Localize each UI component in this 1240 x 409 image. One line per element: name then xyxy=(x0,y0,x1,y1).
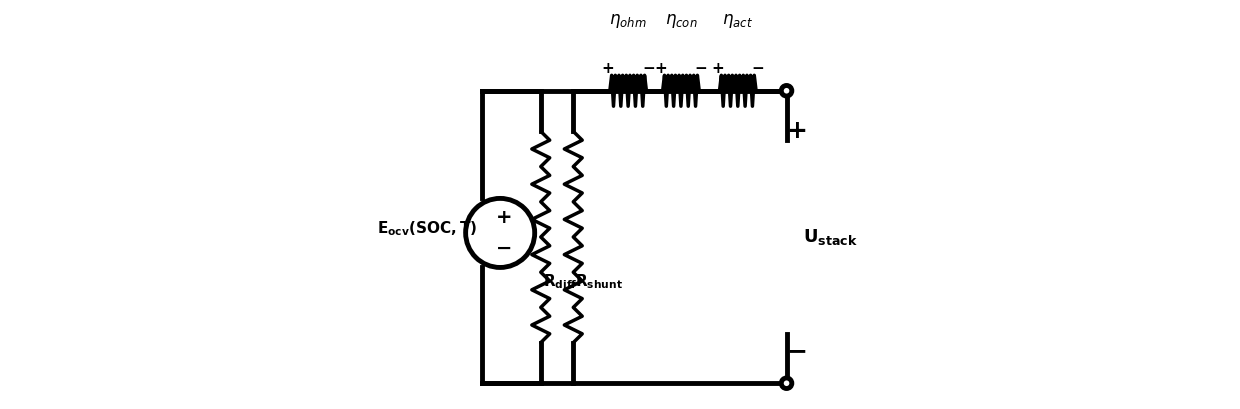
Text: +: + xyxy=(655,61,667,76)
Text: $\mathbf{E_{ocv}(SOC,T)}$: $\mathbf{E_{ocv}(SOC,T)}$ xyxy=(377,220,477,238)
Text: +: + xyxy=(601,61,614,76)
Text: $\mathbf{R_{diff}}$: $\mathbf{R_{diff}}$ xyxy=(543,272,578,291)
Circle shape xyxy=(781,378,792,389)
Text: $\boldsymbol{\eta_{con}}$: $\boldsymbol{\eta_{con}}$ xyxy=(665,12,697,30)
Text: −: − xyxy=(786,339,807,363)
Text: −: − xyxy=(496,239,512,258)
Text: +: + xyxy=(711,61,724,76)
Text: −: − xyxy=(694,61,708,76)
Text: $\mathbf{U_{stack}}$: $\mathbf{U_{stack}}$ xyxy=(802,227,858,247)
Text: $\boldsymbol{\eta_{ohm}}$: $\boldsymbol{\eta_{ohm}}$ xyxy=(609,12,647,30)
Text: $\mathbf{R_{shunt}}$: $\mathbf{R_{shunt}}$ xyxy=(575,272,624,291)
Text: +: + xyxy=(496,208,512,227)
Text: −: − xyxy=(642,61,655,76)
Text: +: + xyxy=(786,119,807,144)
Circle shape xyxy=(781,85,792,96)
Text: −: − xyxy=(751,61,765,76)
Text: $\boldsymbol{\eta_{act}}$: $\boldsymbol{\eta_{act}}$ xyxy=(723,12,753,30)
